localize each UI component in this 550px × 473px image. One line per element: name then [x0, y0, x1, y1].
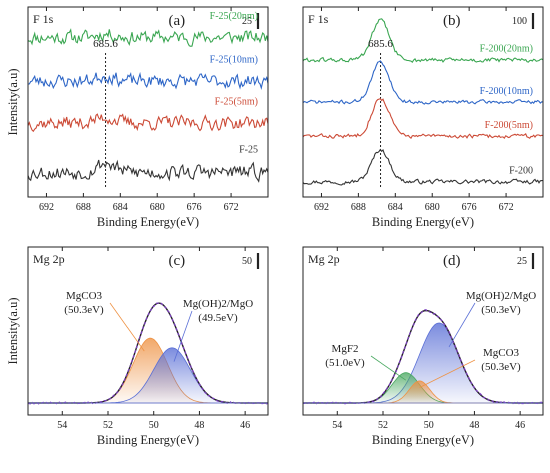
component-name: MgCO3 — [483, 347, 520, 359]
y-axis-label: Intensity(a.u) — [6, 298, 20, 365]
x-tick-label: 692 — [39, 202, 54, 213]
panel-letter: (c) — [168, 253, 185, 269]
x-tick-label: 680 — [150, 202, 165, 213]
x-tick-label: 54 — [57, 420, 67, 431]
component-leader — [370, 355, 407, 381]
series-line — [28, 113, 268, 133]
component-leader — [173, 310, 193, 362]
x-axis-label: Binding Energy(eV) — [372, 215, 474, 229]
y-axis-label: Intensity(a.u) — [6, 69, 20, 136]
series-label: F-25(5nm) — [215, 96, 258, 107]
panel-letter: (b) — [443, 13, 461, 29]
panel-letter: (d) — [443, 253, 461, 269]
x-tick-label: 688 — [351, 202, 366, 213]
x-tick-label: 50 — [149, 420, 159, 431]
component-energy: (49.5eV) — [198, 312, 238, 324]
panel-frame — [302, 246, 544, 416]
component-name: MgCO3 — [66, 290, 103, 302]
series-label: F-200(10nm) — [480, 86, 533, 97]
series-label: F-25(20nm) — [210, 11, 258, 22]
component-energy: (50.3eV) — [481, 361, 521, 373]
panel-3: 54 52 50 48 46 Binding Energy(eV) Mg 2p (d) 25 Mg… — [303, 247, 543, 447]
x-tick-label: 50 — [424, 420, 434, 431]
element-label: F 1s — [33, 12, 54, 26]
panel-1: 692 688 684 680 676 672 Binding Energy(eV) F 1s… — [303, 7, 543, 229]
x-tick-label: 672 — [224, 202, 239, 213]
scale-bar-label: 100 — [512, 16, 527, 27]
series-line — [303, 98, 543, 140]
x-tick-label: 48 — [469, 420, 479, 431]
x-axis-label: Binding Energy(eV) — [97, 215, 199, 229]
x-tick-label: 46 — [240, 420, 250, 431]
series-line — [303, 60, 543, 105]
series-label: F-200(20nm) — [480, 44, 533, 55]
panel-0: 692 688 684 680 676 672 Binding Energy(eV) Inte… — [6, 7, 268, 229]
component-name: Mg(OH)2/MgO — [466, 290, 536, 302]
component-name: MgF2 — [332, 343, 359, 355]
panel-frame — [302, 6, 544, 198]
x-axis-label: Binding Energy(eV) — [372, 433, 474, 447]
series-label: F-200 — [509, 165, 533, 176]
x-tick-label: 54 — [332, 420, 342, 431]
x-tick-label: 684 — [388, 202, 403, 213]
component-peak — [303, 380, 543, 404]
component-leader — [448, 302, 476, 348]
component-leader — [109, 302, 145, 352]
x-tick-label: 676 — [462, 202, 477, 213]
element-label: Mg 2p — [308, 252, 340, 266]
plot-area — [303, 18, 543, 189]
series-label: F-200(5nm) — [485, 120, 533, 131]
plot-area — [303, 309, 543, 405]
series-line — [28, 71, 268, 90]
x-tick-label: 676 — [187, 202, 202, 213]
panel-2: 54 52 50 48 46 Binding Energy(eV) Intensity(a.… — [6, 247, 268, 447]
component-leader — [419, 359, 476, 388]
series-label: F-25 — [239, 145, 258, 156]
panel-frame — [27, 6, 269, 198]
series-line — [303, 148, 543, 186]
component-energy: (50.3eV) — [481, 304, 521, 316]
series-line — [28, 159, 268, 183]
x-tick-label: 692 — [314, 202, 329, 213]
scale-bar-label: 50 — [242, 256, 252, 267]
series-line — [28, 28, 268, 47]
element-label: F 1s — [308, 12, 329, 26]
x-tick-label: 52 — [103, 420, 113, 431]
scale-bar-label: 25 — [242, 16, 252, 27]
component-energy: (51.0eV) — [325, 357, 365, 369]
panel-frame — [27, 246, 269, 416]
x-tick-label: 46 — [515, 420, 525, 431]
x-axis-label: Binding Energy(eV) — [97, 433, 199, 447]
component-name: Mg(OH)2/MgO — [183, 298, 253, 310]
x-tick-label: 52 — [378, 420, 388, 431]
x-tick-label: 48 — [194, 420, 204, 431]
plot-area — [28, 28, 268, 189]
element-label: Mg 2p — [33, 252, 65, 266]
x-tick-label: 684 — [113, 202, 128, 213]
scale-bar-label: 25 — [517, 256, 527, 267]
x-tick-label: 688 — [76, 202, 91, 213]
component-energy: (50.3eV) — [64, 304, 104, 316]
peak-marker-label: 685.6 — [368, 38, 393, 50]
panel-letter: (a) — [168, 13, 185, 29]
series-line — [303, 18, 543, 64]
peak-marker-label: 685.6 — [93, 38, 118, 50]
plot-area — [28, 301, 268, 405]
series-label: F-25(10nm) — [210, 55, 258, 66]
x-tick-label: 680 — [425, 202, 440, 213]
x-tick-label: 672 — [499, 202, 514, 213]
